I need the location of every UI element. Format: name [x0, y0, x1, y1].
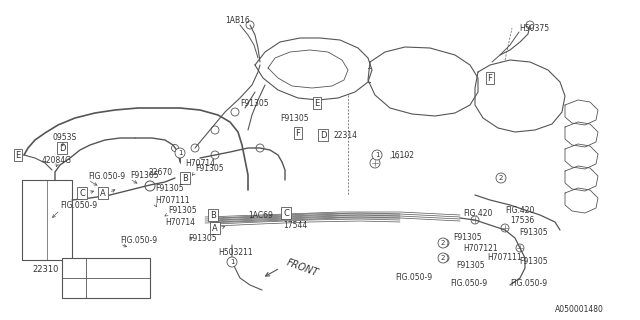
Text: F: F — [488, 74, 492, 83]
Text: H707111: H707111 — [487, 253, 522, 262]
Text: F91305: F91305 — [188, 234, 216, 243]
Text: H707111: H707111 — [155, 196, 189, 204]
Text: F91305: F91305 — [195, 164, 223, 172]
Text: 2: 2 — [441, 240, 445, 246]
Circle shape — [370, 158, 380, 168]
Text: FIG.050-9: FIG.050-9 — [510, 278, 547, 287]
Circle shape — [526, 21, 534, 29]
Circle shape — [175, 148, 185, 158]
Text: 0L04S*K: 0L04S*K — [90, 284, 125, 292]
Text: F91305: F91305 — [240, 99, 269, 108]
Text: FIG.050-9: FIG.050-9 — [88, 172, 125, 180]
Circle shape — [441, 239, 449, 247]
Text: FIG.050-9: FIG.050-9 — [395, 274, 432, 283]
Text: F91305: F91305 — [456, 260, 484, 269]
Circle shape — [256, 144, 264, 152]
Circle shape — [172, 145, 179, 151]
Text: 22310: 22310 — [32, 266, 58, 275]
Circle shape — [501, 224, 509, 232]
Text: H70714: H70714 — [185, 158, 215, 167]
Text: 1: 1 — [375, 152, 380, 158]
Text: FIG.420: FIG.420 — [505, 205, 534, 214]
Text: F: F — [296, 129, 300, 138]
Text: 17544: 17544 — [283, 220, 307, 229]
Circle shape — [211, 151, 219, 159]
Circle shape — [441, 254, 449, 262]
Text: 1AC69: 1AC69 — [248, 211, 273, 220]
Circle shape — [438, 253, 448, 263]
Text: F91305: F91305 — [130, 171, 159, 180]
Text: 22314: 22314 — [333, 131, 357, 140]
Circle shape — [471, 216, 479, 224]
Text: B: B — [182, 173, 188, 182]
Text: FRONT: FRONT — [285, 258, 319, 278]
Text: 16102: 16102 — [390, 150, 414, 159]
Text: H70714: H70714 — [165, 218, 195, 227]
Text: FIG.420: FIG.420 — [463, 209, 492, 218]
Text: F91305: F91305 — [280, 114, 308, 123]
Text: FIG.050-9: FIG.050-9 — [120, 236, 157, 244]
Circle shape — [438, 238, 448, 248]
Text: 17536: 17536 — [510, 215, 534, 225]
Text: H50375: H50375 — [519, 23, 549, 33]
Text: H503211: H503211 — [218, 247, 253, 257]
Circle shape — [227, 257, 237, 267]
Text: D: D — [320, 131, 326, 140]
Text: C: C — [283, 209, 289, 218]
Text: F91305: F91305 — [519, 228, 548, 236]
Circle shape — [69, 263, 79, 273]
Text: E: E — [15, 150, 20, 159]
Text: 1: 1 — [178, 150, 182, 156]
Circle shape — [69, 283, 79, 293]
Text: C: C — [79, 188, 85, 197]
Text: A050001480: A050001480 — [555, 306, 604, 315]
Circle shape — [372, 150, 382, 160]
Text: E: E — [314, 99, 319, 108]
Text: 2: 2 — [72, 285, 76, 291]
Text: F91305: F91305 — [519, 258, 548, 267]
Text: H707121: H707121 — [463, 244, 498, 252]
Circle shape — [516, 244, 524, 252]
Text: FIG.050-9: FIG.050-9 — [60, 201, 97, 210]
Circle shape — [191, 144, 199, 152]
Text: FIG.050-9: FIG.050-9 — [450, 278, 487, 287]
Text: 0L04S*G: 0L04S*G — [90, 263, 126, 273]
Text: 2: 2 — [441, 255, 445, 261]
Text: 2: 2 — [499, 175, 503, 181]
Text: 22670: 22670 — [148, 167, 172, 177]
Circle shape — [211, 126, 219, 134]
Circle shape — [246, 21, 254, 29]
Text: F91305: F91305 — [155, 183, 184, 193]
Text: A: A — [212, 223, 218, 233]
Text: 1: 1 — [230, 259, 234, 265]
Circle shape — [145, 181, 155, 191]
Text: 1: 1 — [72, 265, 76, 271]
Text: F91305: F91305 — [168, 205, 196, 214]
Circle shape — [231, 108, 239, 116]
Text: 0953S: 0953S — [52, 132, 76, 141]
Text: F91305: F91305 — [453, 233, 482, 242]
Text: 1AB16: 1AB16 — [225, 15, 250, 25]
Text: 42084G: 42084G — [42, 156, 72, 164]
Text: A: A — [100, 188, 106, 197]
Circle shape — [496, 173, 506, 183]
Text: B: B — [210, 211, 216, 220]
Text: D: D — [59, 143, 65, 153]
Bar — [62, 258, 150, 298]
